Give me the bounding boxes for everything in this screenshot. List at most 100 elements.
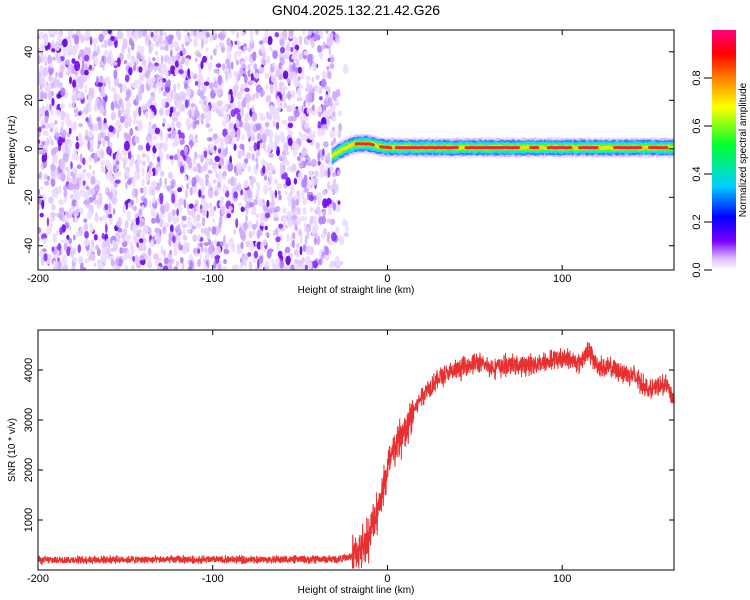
spectrogram-noise-blob	[253, 63, 258, 71]
spectrogram-noise-blob	[60, 239, 64, 244]
spectrogram-noise-blob	[255, 123, 261, 131]
spectrogram-noise-blob	[228, 237, 235, 247]
spectrogram-noise-blob	[262, 205, 269, 212]
spectrogram-noise-blob	[173, 266, 179, 270]
spectrogram-noise-blob	[53, 77, 56, 82]
spectrogram-noise-blob	[114, 172, 118, 181]
spectrogram-noise-blob	[250, 57, 254, 67]
spectrogram-y-label: Frequency (Hz)	[7, 116, 18, 185]
spectrogram-noise-blob	[171, 129, 176, 139]
spectrogram-noise-blob	[38, 88, 41, 98]
spectrogram-y-ticks: 40 20 0 -20 -40	[23, 46, 674, 254]
spectrogram-noise-blob	[235, 135, 240, 142]
spectrogram-noise-blob	[75, 172, 78, 181]
spectrogram-noise-blob	[68, 237, 72, 245]
spectrogram-noise-blob	[218, 42, 225, 48]
spectrogram-noise-blob	[57, 260, 62, 270]
spectrogram-noise-blob	[41, 124, 46, 129]
spectrogram-noise-blob	[77, 244, 82, 254]
spectrogram-noise-blob	[291, 208, 296, 213]
spectrogram-noise-blob	[138, 244, 143, 252]
spectrogram-noise-blob	[320, 51, 323, 61]
spectrogram-noise-blob	[247, 165, 252, 172]
spectrogram-noise-blob	[148, 161, 153, 168]
spectrogram-noise-blob	[334, 33, 339, 39]
spectrogram-noise-blob	[54, 119, 58, 125]
spectrogram-noise-blob	[82, 168, 87, 174]
spectrogram-noise-blob	[303, 222, 307, 232]
spectrogram-noise-blob	[50, 90, 55, 97]
spectrogram-noise-blob	[291, 140, 298, 151]
spectrogram-noise-blob	[286, 166, 291, 171]
spectrogram-noise-blob	[296, 59, 300, 66]
spectrogram-noise-blob	[213, 80, 218, 89]
spectrogram-noise-blob	[282, 150, 286, 156]
spectrogram-noise-blob	[237, 150, 243, 160]
spectrogram-noise-blob	[298, 35, 303, 46]
spectrogram-noise-blob	[48, 74, 53, 82]
spectrogram-noise-blob	[106, 54, 111, 64]
spectrogram-noise-blob	[212, 217, 216, 223]
spectrogram-noise-blob	[124, 169, 130, 176]
spectrogram-noise-blob	[300, 84, 304, 90]
spectrogram-noise-blob	[241, 133, 245, 141]
spectrogram-noise-blob	[153, 33, 160, 42]
spectrogram-noise-blob	[329, 35, 334, 46]
spectrogram-noise-blob	[295, 67, 298, 74]
spectrogram-noise-blob	[95, 244, 99, 250]
spectrogram-noise-blob	[345, 225, 349, 232]
spectrogram-noise-blob	[258, 40, 264, 45]
spectrogram-noise-blob	[165, 70, 169, 79]
spectrogram-noise-blob	[290, 264, 296, 270]
spectrogram-noise-blob	[245, 214, 248, 223]
snr-y-tick-label: 2000	[23, 458, 35, 482]
spectrogram-noise-blob	[260, 89, 265, 97]
spectrogram-noise-blob	[207, 182, 212, 188]
spectrogram-noise-blob	[314, 236, 317, 246]
spectrogram-noise-blob	[209, 253, 215, 259]
spectrogram-noise-blob	[87, 119, 90, 124]
spectrogram-noise-blob	[292, 239, 295, 249]
spectrogram-noise-blob	[295, 207, 301, 212]
spectrogram-noise-blob	[254, 72, 259, 80]
spectrogram-noise-blob	[219, 140, 225, 151]
spectrogram-noise-blob	[84, 230, 89, 239]
spectrogram-noise-blob	[128, 61, 135, 68]
spectrogram-noise-blob	[148, 121, 152, 126]
spectrogram-noise-blob	[262, 165, 266, 174]
spectrogram-noise-blob	[305, 87, 310, 92]
spectrogram-noise-blob	[162, 265, 169, 270]
spectrogram-noise-blob	[300, 133, 307, 141]
spectrogram-noise-blob	[264, 128, 271, 137]
spectrogram-noise-blob	[322, 210, 327, 217]
spectrogram-noise-blob	[135, 94, 139, 103]
spectrogram-noise-blob	[308, 261, 313, 270]
spectrogram-noise-blob	[92, 38, 99, 45]
spectrogram-noise-blob	[332, 188, 336, 196]
spectrogram-noise-blob	[178, 244, 183, 251]
spectrogram-noise-blob	[170, 89, 174, 100]
spectrogram-noise-blob	[208, 61, 213, 72]
spectrogram-noise-blob	[305, 75, 311, 82]
spectrogram-noise-blob	[210, 55, 213, 60]
spectrogram-noise-blob	[122, 247, 127, 254]
spectrogram-noise-blob	[325, 254, 329, 261]
spectrogram-noise-blob	[274, 110, 280, 119]
spectrogram-noise-blob	[159, 212, 163, 220]
spectrogram-noise-blob	[139, 45, 145, 55]
spectrogram-noise-blob	[115, 165, 118, 174]
spectrogram-noise-blob	[149, 104, 156, 110]
spectrogram-noise-blob	[109, 50, 112, 55]
spectrogram-noise-blob	[138, 106, 142, 117]
spectrogram-noise-blob	[52, 154, 59, 164]
spectrogram-noise-blob	[87, 210, 92, 220]
spectrogram-noise-blob	[266, 199, 270, 208]
spectrogram-noise-blob	[68, 225, 72, 231]
spectrogram-noise-blob	[58, 70, 64, 79]
spectrogram-noise-blob	[179, 139, 185, 145]
spectrogram-noise-blob	[202, 85, 207, 92]
spectrogram-noise-blob	[288, 30, 294, 36]
spectrogram-noise-blob	[309, 215, 314, 226]
spectrogram-noise-blob	[246, 101, 250, 110]
spectrogram-noise-blob	[317, 120, 322, 130]
